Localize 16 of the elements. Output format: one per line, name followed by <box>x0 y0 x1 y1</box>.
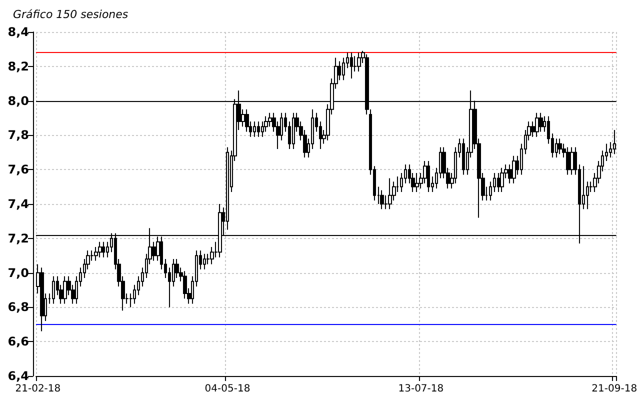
x-tick-label: 04-05-18 <box>204 384 250 394</box>
y-tick-label: 7,6 <box>8 162 29 177</box>
y-tick-label: 6,4 <box>8 369 29 383</box>
y-tick-label: 7,0 <box>8 266 29 280</box>
y-tick-label: 7,2 <box>8 231 29 246</box>
chart-title: Gráfico 150 sesiones <box>13 8 128 21</box>
x-tick-label: 13-07-18 <box>398 384 444 394</box>
y-tick-label: 8,2 <box>8 59 29 74</box>
x-tick-label: 21-02-18 <box>15 384 61 394</box>
y-tick-label: 8,4 <box>8 25 29 39</box>
y-tick-label: 8,0 <box>8 94 29 108</box>
y-tick-label: 6,8 <box>8 300 29 314</box>
y-tick-label: 7,4 <box>8 197 29 211</box>
x-tick-label: 21-09-18 <box>592 384 638 394</box>
y-tick-label: 6,6 <box>8 334 29 349</box>
y-tick-label: 7,8 <box>8 128 29 142</box>
